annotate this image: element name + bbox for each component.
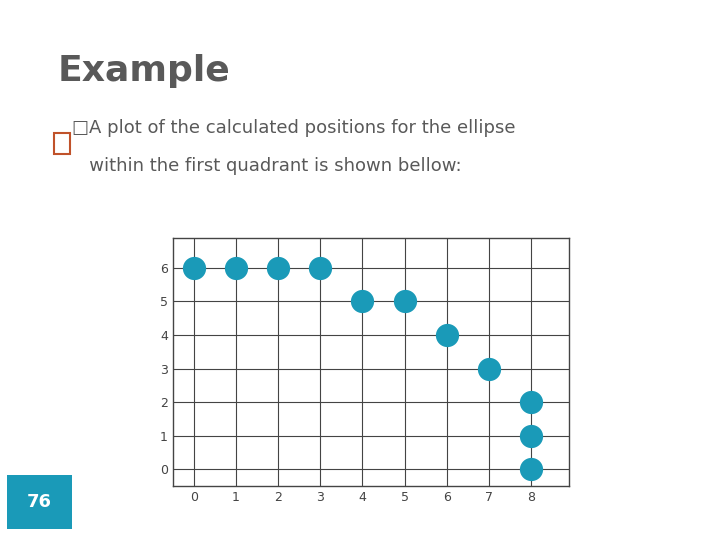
Text: □A plot of the calculated positions for the ellipse: □A plot of the calculated positions for … bbox=[72, 119, 516, 137]
Point bbox=[483, 364, 495, 373]
Point bbox=[230, 264, 242, 272]
Point bbox=[525, 431, 536, 440]
Text: Example: Example bbox=[58, 54, 230, 88]
Point bbox=[525, 465, 536, 474]
Point bbox=[188, 264, 199, 272]
Point bbox=[441, 330, 452, 339]
Point bbox=[356, 297, 368, 306]
Text: within the first quadrant is shown bellow:: within the first quadrant is shown bello… bbox=[72, 157, 462, 174]
Point bbox=[272, 264, 284, 272]
Point bbox=[315, 264, 326, 272]
Point bbox=[525, 398, 536, 407]
Text: 76: 76 bbox=[27, 493, 52, 511]
FancyBboxPatch shape bbox=[7, 475, 72, 529]
Point bbox=[399, 297, 410, 306]
